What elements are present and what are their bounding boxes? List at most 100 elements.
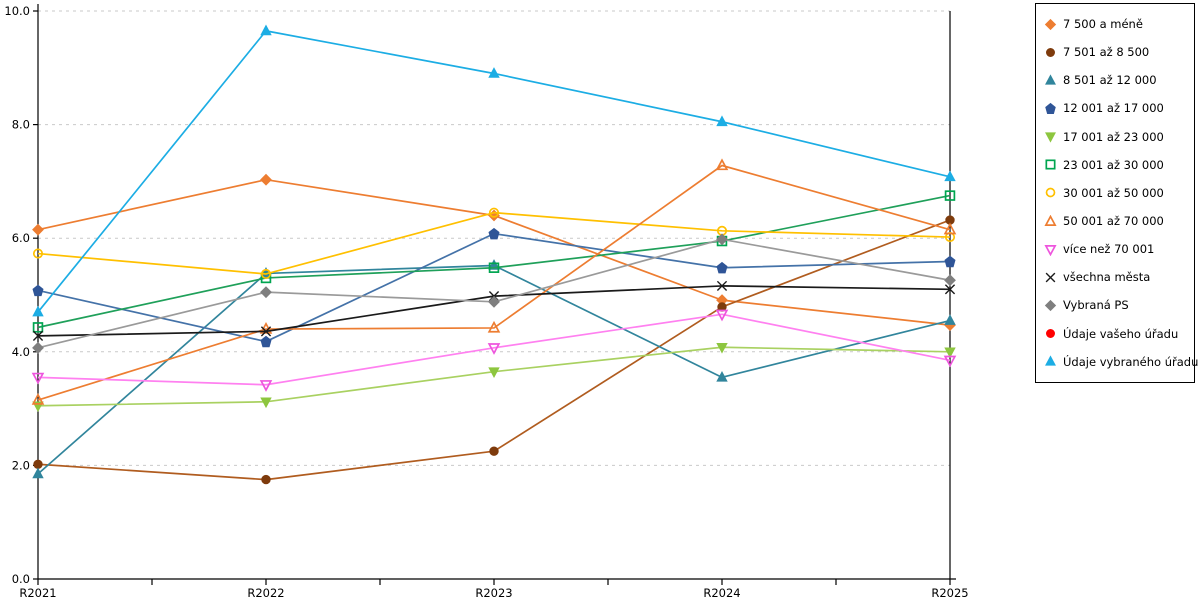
- legend-label: 17 001 až 23 000: [1063, 129, 1164, 144]
- legend-item-4[interactable]: 17 001 až 23 000: [1044, 130, 1194, 144]
- data-point: [32, 248, 44, 259]
- series-7: [31, 158, 957, 405]
- legend-item-10[interactable]: Vybraná PS: [1044, 298, 1194, 312]
- data-point: [32, 330, 44, 341]
- data-point: [488, 367, 500, 379]
- data-point: [944, 190, 956, 201]
- series-12: [32, 24, 956, 317]
- data-point: [260, 286, 272, 299]
- legend-item-1[interactable]: 7 501 až 8 500: [1044, 45, 1194, 59]
- line-chart: 0.0 2.0 4.0 6.0 8.0 10.0 R2021 R2022 R2023 R2024 R…: [4, 4, 969, 600]
- y-axis-tick-label: 8.0: [12, 118, 30, 132]
- legend-label: 8 501 až 12 000: [1063, 73, 1157, 88]
- legend-label: Údaje vybraného úřadu: [1063, 354, 1199, 369]
- data-point: [487, 343, 501, 355]
- x-axis-tick-label: R2025: [931, 586, 968, 600]
- data-point: [944, 347, 956, 359]
- data-point: [260, 397, 272, 409]
- diamond-marker-icon: [1044, 18, 1057, 30]
- legend-item-2[interactable]: 8 501 až 12 000: [1044, 73, 1194, 87]
- data-point: [716, 233, 728, 246]
- data-point: [943, 222, 957, 235]
- legend-item-8[interactable]: více než 70 001: [1044, 242, 1194, 256]
- data-point: [32, 467, 44, 479]
- data-point: [260, 173, 272, 186]
- x-axis-tick-label: R2021: [19, 586, 56, 600]
- chart-canvas: 0.0 2.0 4.0 6.0 8.0 10.0 R2021 R2022 R2023 R2024 R…: [4, 4, 969, 600]
- data-point: [944, 314, 956, 325]
- data-point: [31, 372, 45, 385]
- y-axis-tick-label: 2.0: [12, 458, 30, 472]
- diamond-marker-icon: [1044, 299, 1057, 312]
- legend-item-0[interactable]: 7 500 a méně: [1044, 17, 1194, 31]
- legend-label: více než 70 001: [1063, 242, 1155, 257]
- data-point: [944, 255, 956, 268]
- legend-item-3[interactable]: 12 001 až 17 000: [1044, 101, 1194, 115]
- data-point: [715, 309, 729, 322]
- data-point: [716, 261, 728, 274]
- series-8: [31, 309, 957, 392]
- data-point: [489, 446, 499, 456]
- data-point: [716, 370, 728, 382]
- data-point: [32, 305, 44, 317]
- data-point: [944, 274, 956, 287]
- legend-label: 50 001 až 70 000: [1063, 214, 1164, 229]
- data-point: [32, 223, 44, 236]
- legend-label: 12 001 až 17 000: [1063, 101, 1164, 116]
- data-point: [943, 355, 957, 368]
- triangle-up-marker-icon: [1045, 355, 1056, 366]
- data-point: [260, 326, 272, 337]
- legend-label: všechna města: [1063, 270, 1151, 285]
- legend-item-9[interactable]: všechna města: [1044, 270, 1194, 284]
- legend-label: Vybraná PS: [1063, 298, 1129, 313]
- data-point: [715, 158, 729, 171]
- legend-item-6[interactable]: 30 001 až 50 000: [1044, 186, 1194, 200]
- legend-item-7[interactable]: 50 001 až 70 000: [1044, 214, 1194, 228]
- data-point: [487, 320, 501, 333]
- circle-marker-icon: [1046, 329, 1055, 339]
- circle-marker-icon: [1046, 47, 1055, 57]
- data-point: [259, 380, 273, 392]
- data-point: [716, 280, 728, 292]
- x-marker-icon: [1045, 272, 1056, 283]
- data-point: [33, 459, 43, 469]
- axes: [33, 4, 956, 585]
- data-point: [31, 392, 45, 405]
- chart-legend: 7 500 a méně 7 501 až 8 500 8 501 až 12 00…: [1035, 3, 1198, 383]
- x-axis-tick-label: R2023: [475, 586, 512, 600]
- x-axis-tick-label: R2022: [247, 586, 284, 600]
- data-point: [32, 284, 44, 297]
- series-4: [32, 342, 956, 413]
- series-10: [32, 233, 956, 354]
- legend-item-12[interactable]: Údaje vybraného úřadu: [1044, 355, 1198, 369]
- y-axis-tick-label: 6.0: [12, 231, 30, 245]
- data-point: [488, 295, 500, 308]
- data-point: [260, 268, 272, 280]
- data-point: [261, 474, 271, 485]
- triangle-down-marker-icon: [1045, 132, 1056, 143]
- legend-label: 23 001 až 30 000: [1063, 157, 1164, 172]
- legend-label: 30 001 až 50 000: [1063, 185, 1164, 200]
- pentagon-marker-icon: [1045, 102, 1056, 114]
- data-point: [944, 170, 956, 182]
- data-point: [716, 342, 728, 354]
- data-point: [260, 335, 272, 348]
- data-point: [488, 67, 500, 78]
- series-3: [32, 227, 956, 348]
- triangle-up-marker-icon: [1044, 214, 1057, 226]
- circle-marker-icon: [1045, 188, 1056, 198]
- square-marker-icon: [1045, 159, 1056, 170]
- legend-item-11[interactable]: Údaje vašeho úřadu: [1044, 327, 1194, 341]
- data-point: [488, 207, 500, 218]
- legend-label: Údaje vašeho úřadu: [1063, 326, 1179, 341]
- y-axis-tick-label: 4.0: [12, 345, 30, 359]
- x-axis-tick-label: R2024: [703, 586, 740, 600]
- data-point: [260, 24, 272, 36]
- data-point: [716, 115, 728, 127]
- data-point: [32, 341, 44, 354]
- legend-item-5[interactable]: 23 001 až 30 000: [1044, 158, 1194, 172]
- y-axis-tick-label: 0.0: [12, 572, 30, 586]
- triangle-down-marker-icon: [1044, 244, 1057, 256]
- legend-label: 7 500 a méně: [1063, 17, 1143, 32]
- data-point: [944, 284, 956, 295]
